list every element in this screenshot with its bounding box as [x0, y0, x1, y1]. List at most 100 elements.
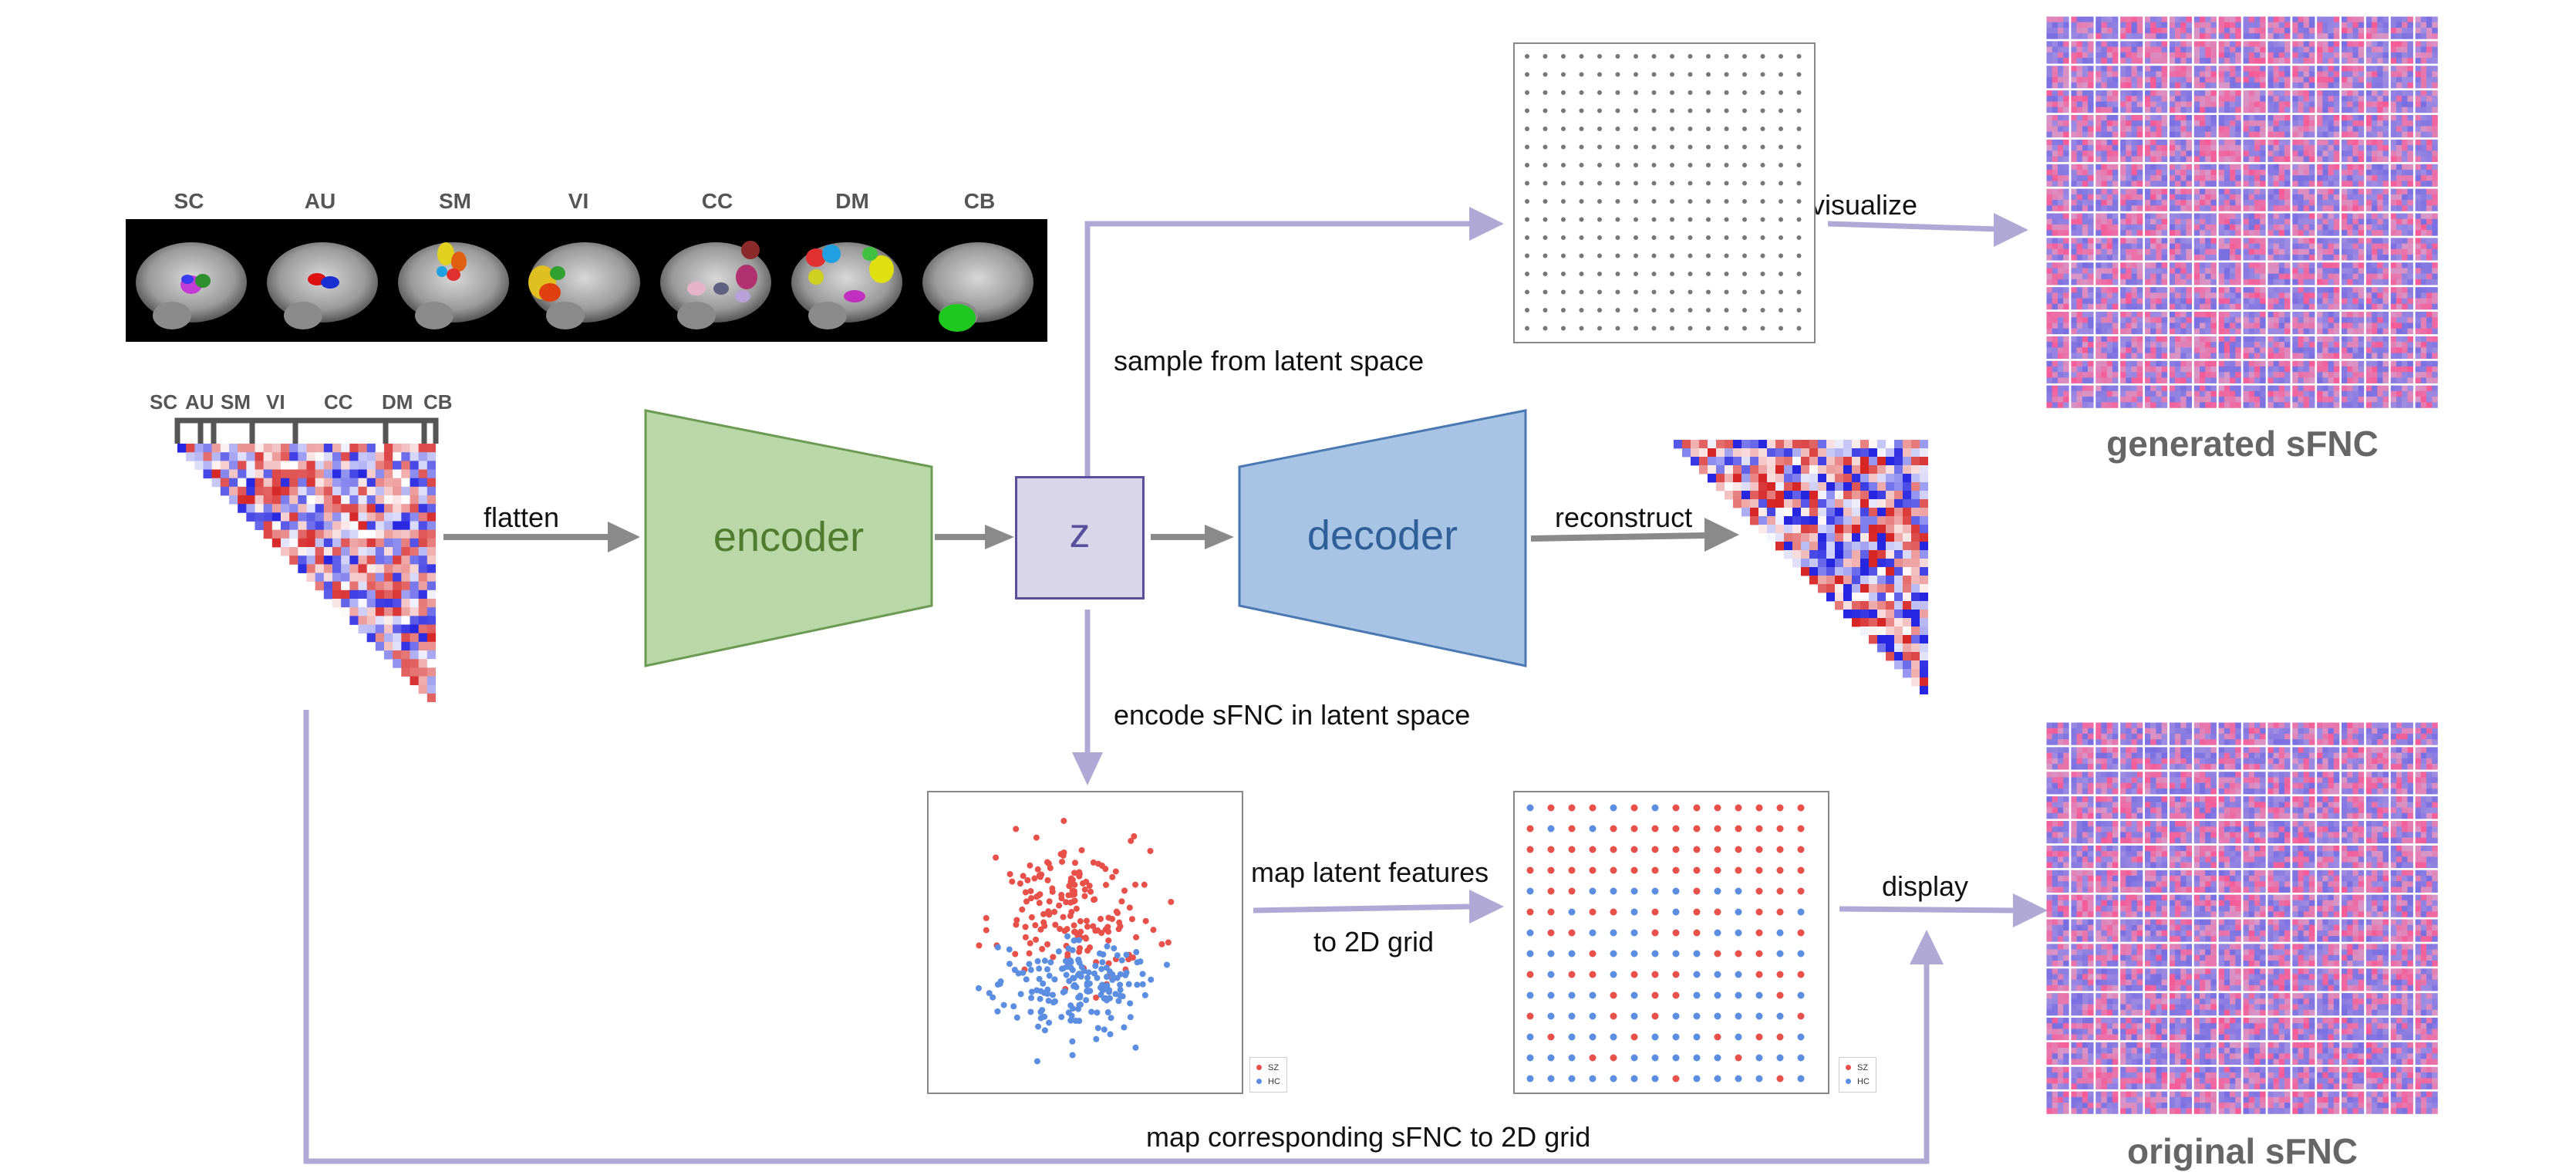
grid-point-hc [1715, 930, 1721, 937]
grid-dot [1543, 127, 1548, 131]
scatter-point-sz [1091, 860, 1097, 866]
grid-point-hc [1735, 1034, 1742, 1041]
mosaic-tile [2219, 1092, 2241, 1114]
grid-point-sz [1798, 930, 1805, 937]
mosaic-tile [2342, 920, 2364, 942]
scatter-point-hc [1033, 987, 1040, 993]
grid-point-sz [1756, 888, 1763, 895]
grid-point-hc [1694, 992, 1701, 999]
grid-dot [1742, 90, 1747, 95]
scatter-point-hc [1076, 937, 1082, 943]
mosaic-tile [2391, 189, 2413, 211]
scatter-point-hc [1066, 1009, 1072, 1015]
mosaic-tile [2047, 723, 2069, 745]
scatter-point-sz [1141, 882, 1148, 888]
mosaic-tile [2244, 164, 2266, 187]
grid-dot [1779, 272, 1783, 276]
scatter-point-sz [1113, 868, 1119, 874]
scatter-point-sz [1128, 838, 1134, 844]
grid-dot [1525, 199, 1529, 204]
scatter-point-hc [1142, 992, 1148, 998]
mosaic-tile [2391, 214, 2413, 236]
scatter-point-sz [1047, 865, 1054, 871]
mosaic-tile [2071, 41, 2093, 63]
grid-dot [1616, 199, 1620, 204]
grid-dot [1652, 199, 1657, 204]
grid-point-sz [1798, 867, 1805, 874]
grid-point-sz [1652, 867, 1659, 874]
mosaic-tile [2096, 214, 2118, 236]
grid-point-sz [1756, 951, 1763, 958]
scatter-point-hc [1092, 963, 1098, 969]
grid-dot [1725, 109, 1729, 113]
grid-point-sz [1527, 909, 1534, 916]
mosaic-tile [2194, 115, 2217, 137]
mosaic-tile [2416, 821, 2438, 843]
grid-dot [1597, 199, 1602, 204]
latent-sample-grid [1513, 42, 1816, 343]
mosaic-tile [2071, 944, 2093, 966]
scatter-point-sz [1129, 916, 1135, 922]
grid-point-hc [1715, 992, 1721, 999]
grid-point-hc [1548, 951, 1555, 958]
mosaic-tile [2170, 944, 2192, 966]
grid-dot [1670, 254, 1674, 258]
mosaic-tile [2170, 821, 2192, 843]
mosaic-tile [2145, 115, 2167, 137]
grid-dot [1543, 272, 1548, 276]
mosaic-tile [2120, 238, 2143, 260]
scatter-point-hc [1070, 967, 1076, 973]
mosaic-tile [2194, 361, 2217, 383]
scatter-point-hc [1095, 1025, 1101, 1031]
mosaic-tile [2267, 772, 2290, 794]
mosaic-tile [2047, 920, 2069, 942]
mosaic-tile [2292, 164, 2315, 187]
mosaic-tile [2342, 90, 2364, 113]
scatter-point-hc [1006, 961, 1013, 967]
mosaic-tile [2071, 164, 2093, 187]
grid-point-sz [1590, 846, 1597, 853]
grid-point-hc [1548, 1013, 1555, 1020]
scatter-point-sz [1028, 895, 1034, 901]
scatter-point-sz [1067, 879, 1074, 885]
grid-point-sz [1715, 1034, 1721, 1041]
grid-dot [1761, 199, 1765, 204]
grid-dot [1634, 90, 1638, 95]
grid-dot [1742, 199, 1747, 204]
scatter-point-sz [1084, 924, 1091, 930]
grid-point-sz [1527, 846, 1534, 853]
mosaic-tile [2071, 312, 2093, 334]
grid-dot [1779, 109, 1783, 113]
grid-dot [1616, 218, 1620, 222]
mosaic-tile [2267, 993, 2290, 1015]
grid-dot [1525, 308, 1529, 312]
mosaic-tile [2071, 870, 2093, 893]
mosaic-tile [2219, 1042, 2241, 1065]
scatter-point-sz [983, 915, 990, 921]
grid-dot [1525, 218, 1529, 222]
grid-dot [1634, 290, 1638, 295]
mosaic-tile [2366, 723, 2389, 745]
mosaic-tile [2145, 846, 2167, 868]
mosaic-tile [2047, 238, 2069, 260]
scatter-point-sz [1012, 951, 1018, 958]
grid-dot [1797, 73, 1802, 77]
grid-dot [1670, 290, 1674, 295]
mosaic-tile [2194, 821, 2217, 843]
mosaic-tile [2416, 920, 2438, 942]
grid-point-hc [1715, 1076, 1721, 1082]
mosaic-tile [2416, 189, 2438, 211]
grid-dot [1706, 326, 1711, 331]
mosaic-tile [2194, 1042, 2217, 1065]
grid-dot [1652, 235, 1657, 240]
mosaic-tile [2120, 747, 2143, 769]
grid-dot [1779, 54, 1783, 59]
mosaic-tile [2219, 1018, 2241, 1040]
mosaic-tile [2120, 115, 2143, 137]
grid-point-hc [1715, 971, 1721, 978]
scatter-point-hc [1056, 948, 1062, 954]
mosaic-tile [2096, 115, 2118, 137]
grid-point-sz [1798, 826, 1805, 833]
grid-dot [1543, 308, 1548, 312]
grid-point-sz [1715, 909, 1721, 916]
